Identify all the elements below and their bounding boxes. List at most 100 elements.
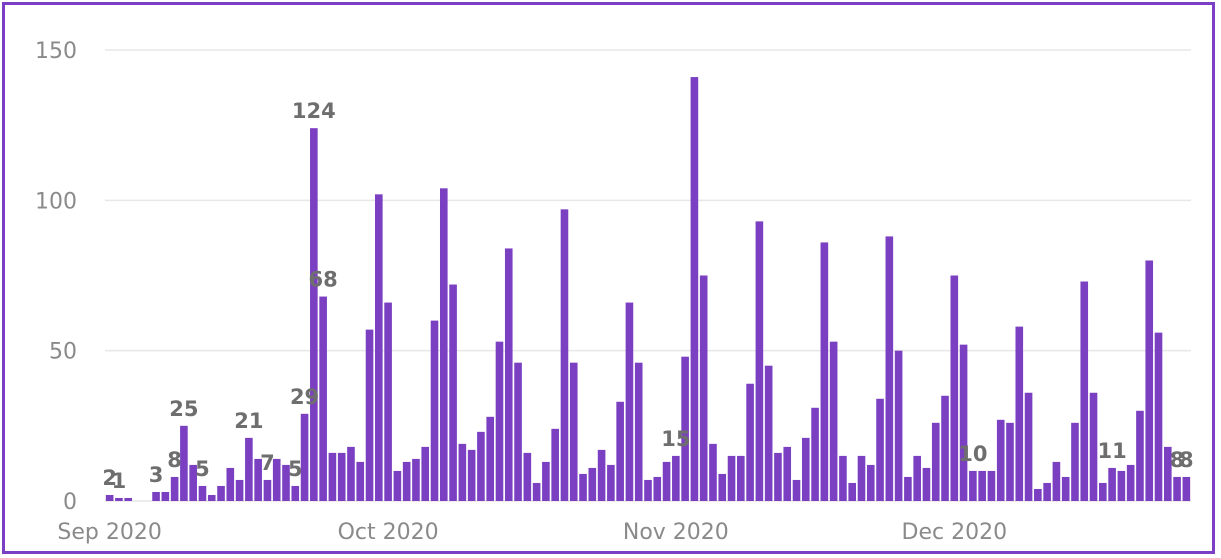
bar xyxy=(653,476,662,501)
bar-value-label: 124 xyxy=(292,99,336,123)
bar xyxy=(458,443,467,501)
bar xyxy=(1173,476,1181,501)
bar xyxy=(1117,470,1126,501)
bar xyxy=(588,467,597,501)
bar xyxy=(1061,476,1070,501)
bar-value-label: 5 xyxy=(195,457,210,481)
bar xyxy=(1145,260,1154,501)
bar xyxy=(124,497,133,501)
bar-value-label: 8 xyxy=(1179,448,1194,472)
bar xyxy=(792,479,801,501)
bar xyxy=(310,128,318,502)
bar xyxy=(198,485,207,501)
bar xyxy=(495,341,504,501)
bar-value-label: 11 xyxy=(1097,439,1126,463)
bar xyxy=(913,455,921,501)
bar xyxy=(885,236,894,501)
bar xyxy=(226,467,235,501)
bar xyxy=(263,479,272,501)
bar xyxy=(393,470,402,501)
bar-value-label: 8 xyxy=(1170,448,1185,472)
bar xyxy=(662,461,671,501)
bar xyxy=(532,482,541,501)
bar xyxy=(551,428,559,501)
bar xyxy=(365,329,374,501)
bar xyxy=(1024,392,1033,501)
bar xyxy=(105,494,114,501)
bar xyxy=(272,458,281,501)
bar xyxy=(1089,392,1098,501)
bar xyxy=(439,188,448,501)
bar xyxy=(904,476,912,501)
bar xyxy=(922,467,931,501)
bar-value-label: 7 xyxy=(260,451,275,475)
bar xyxy=(690,77,699,501)
bar-value-label: 1 xyxy=(112,469,127,493)
bar xyxy=(402,461,411,501)
bar xyxy=(467,449,476,501)
bar xyxy=(996,419,1005,501)
bar xyxy=(959,344,968,501)
y-axis-ticks: 0 50 100 150 xyxy=(35,39,77,515)
bar xyxy=(1154,332,1163,501)
x-axis-ticks: Sep 2020 Oct 2020 Nov 2020 Dec 2020 xyxy=(57,520,1007,545)
bar xyxy=(625,302,634,501)
bar xyxy=(291,485,300,501)
bar xyxy=(421,446,430,501)
y-tick-label: 100 xyxy=(35,189,77,214)
bar xyxy=(235,479,244,501)
bar xyxy=(857,455,866,501)
bar xyxy=(1099,482,1107,501)
bar-value-label: 2 xyxy=(102,466,117,490)
bar-value-label: 15 xyxy=(661,427,690,451)
bar xyxy=(820,242,829,501)
bar xyxy=(848,482,857,501)
bar xyxy=(783,446,792,501)
bar xyxy=(672,455,680,501)
bar xyxy=(978,470,986,501)
bar xyxy=(115,497,123,501)
bar xyxy=(1043,482,1051,501)
bar xyxy=(430,320,439,501)
bar-value-label: 8 xyxy=(167,448,182,472)
bar xyxy=(1163,446,1172,501)
bar xyxy=(207,494,216,501)
bar xyxy=(347,446,355,501)
bar xyxy=(737,455,745,501)
bar xyxy=(755,221,764,501)
bar xyxy=(718,473,727,501)
bar xyxy=(709,443,717,501)
bar xyxy=(189,464,197,501)
bar xyxy=(1015,326,1024,501)
bar xyxy=(412,458,420,501)
bar xyxy=(699,275,708,501)
bar-value-label: 10 xyxy=(958,442,987,466)
bar xyxy=(1071,422,1079,501)
bar xyxy=(681,356,689,501)
x-tick-label: Nov 2020 xyxy=(623,520,729,545)
bar xyxy=(829,341,838,501)
bar xyxy=(876,398,884,501)
bar xyxy=(170,476,179,501)
bar xyxy=(987,470,996,501)
bar-value-label: 5 xyxy=(288,457,303,481)
bar xyxy=(300,413,309,501)
bar xyxy=(375,194,383,501)
bar xyxy=(616,401,624,501)
bar xyxy=(1052,461,1061,501)
bar xyxy=(894,350,903,501)
bar xyxy=(337,452,346,501)
bars xyxy=(105,77,1191,502)
bar xyxy=(644,479,652,501)
bar xyxy=(477,431,485,501)
bar xyxy=(560,209,569,501)
bar xyxy=(152,491,160,501)
bar xyxy=(356,461,365,501)
x-tick-label: Sep 2020 xyxy=(57,520,161,545)
x-tick-label: Oct 2020 xyxy=(338,520,439,545)
bar xyxy=(801,437,810,501)
bar-value-label: 25 xyxy=(169,397,198,421)
y-tick-label: 150 xyxy=(35,39,77,64)
